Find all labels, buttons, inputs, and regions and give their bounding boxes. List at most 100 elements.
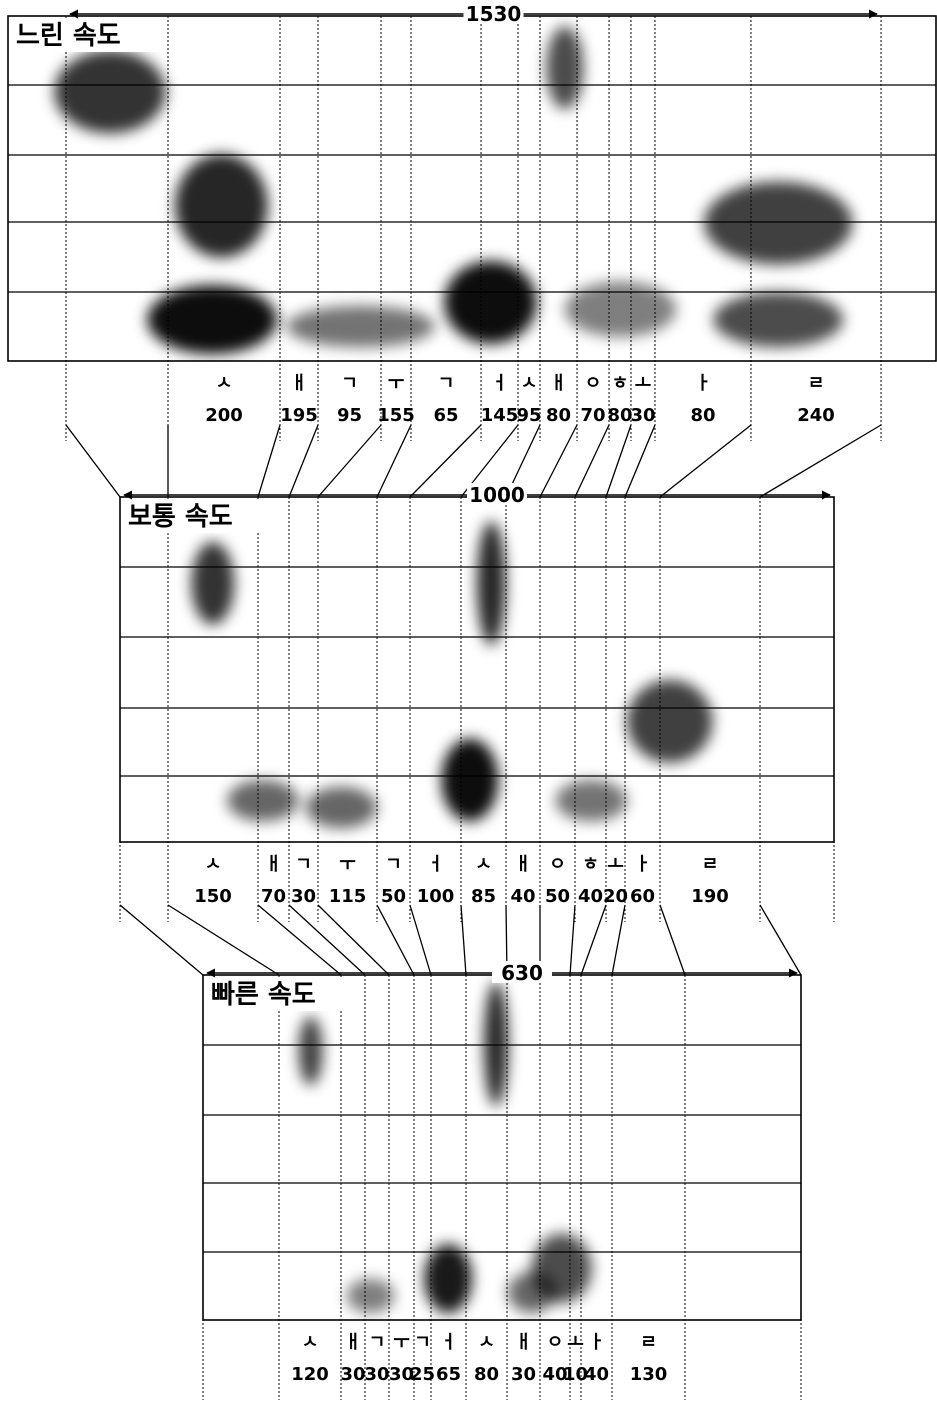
segment-phoneme-label: ㅎ <box>582 854 599 875</box>
total-duration-label: 1530 <box>466 2 522 26</box>
segment-duration-label: 30 <box>291 886 316 907</box>
segment-duration-label: 80 <box>690 405 715 426</box>
segment-phoneme-label: ㅏ <box>695 373 712 394</box>
boundary-connector-line <box>119 904 204 976</box>
segment-phoneme-label: ㅏ <box>634 854 651 875</box>
spectral-energy-blob <box>444 260 537 344</box>
segment-duration-label: 150 <box>194 886 232 907</box>
total-label-bg <box>463 2 524 24</box>
segment-phoneme-label: ㅇ <box>585 373 602 394</box>
segment-duration-label: 30 <box>364 1364 389 1385</box>
segment-phoneme-label: ㅜ <box>388 373 405 394</box>
segment-phoneme-label: ㅅ <box>521 373 538 394</box>
boundary-connector-line <box>167 904 280 976</box>
segment-duration-label: 50 <box>545 886 570 907</box>
segment-duration-label: 145 <box>481 405 519 426</box>
segment-phoneme-label: ㅗ <box>635 373 652 394</box>
segment-duration-label: 10 <box>563 1364 588 1385</box>
segment-duration-label: 130 <box>630 1364 668 1385</box>
segment-phoneme-label: ㅜ <box>393 1332 410 1353</box>
segment-phoneme-label: ㅗ <box>607 854 624 875</box>
spectral-energy-blob <box>175 154 268 258</box>
segment-phoneme-label: ㄹ <box>808 373 825 394</box>
segment-phoneme-label: ㅅ <box>302 1332 319 1353</box>
segment-phoneme-label: ㅅ <box>478 1332 495 1353</box>
segment-phoneme-label: ㅜ <box>339 854 356 875</box>
segment-duration-label: 25 <box>410 1364 435 1385</box>
segment-phoneme-label: ㅐ <box>345 1332 362 1353</box>
spectral-energy-blob <box>227 779 299 822</box>
segment-phoneme-label: ㅅ <box>216 373 233 394</box>
boundary-connector-line <box>611 904 626 976</box>
boundary-connector-line <box>539 424 578 498</box>
segment-phoneme-label: ㄱ <box>385 854 402 875</box>
segment-duration-label: 100 <box>417 886 455 907</box>
segment-phoneme-label: ㅓ <box>491 373 508 394</box>
segment-phoneme-label: ㅅ <box>475 854 492 875</box>
boundary-connector-line <box>409 904 432 976</box>
segment-duration-label: 80 <box>607 405 632 426</box>
boundary-connector-line <box>580 904 607 976</box>
boundary-connector-line <box>257 424 281 498</box>
segment-duration-label: 195 <box>280 405 318 426</box>
segment-duration-label: 60 <box>630 886 655 907</box>
segment-phoneme-label: ㄱ <box>341 373 358 394</box>
segment-phoneme-label: ㅓ <box>427 854 444 875</box>
segment-phoneme-label: ㅎ <box>612 373 629 394</box>
title-box <box>205 977 353 1011</box>
segment-phoneme-label: ㅓ <box>440 1332 457 1353</box>
segment-phoneme-label: ㅐ <box>515 1332 532 1353</box>
spectral-energy-blob <box>704 181 853 265</box>
segment-phoneme-label: ㄱ <box>295 854 312 875</box>
spectral-energy-blob <box>191 541 235 625</box>
spectral-energy-blob <box>546 26 584 110</box>
segment-duration-label: 30 <box>389 1364 414 1385</box>
boundary-connector-line <box>759 904 802 976</box>
segment-duration-label: 20 <box>603 886 628 907</box>
spectrogram-panel-normal: 보통 속도 1000 ㅅ 150 ㅐ 70 ㄱ 30 ㅜ 115 ㄱ 50 ㅓ 100 ㅅ 85 ㅐ 40 ㅇ 50 ㅎ… <box>119 483 835 922</box>
segment-duration-label: 40 <box>584 1364 609 1385</box>
segment-phoneme-label: ㅏ <box>588 1332 605 1353</box>
boundary-connector-line <box>659 904 686 976</box>
segment-phoneme-label: ㄹ <box>640 1332 657 1353</box>
boundary-connector-line <box>288 904 366 976</box>
title-box <box>10 18 158 52</box>
spectral-energy-blob <box>424 1244 473 1314</box>
segment-duration-label: 80 <box>546 405 571 426</box>
segment-phoneme-label: ㅐ <box>291 373 308 394</box>
spectral-energy-blob <box>298 1016 323 1086</box>
segment-phoneme-label: ㄱ <box>438 373 455 394</box>
segment-duration-label: 40 <box>542 1364 567 1385</box>
segment-phoneme-label: ㅐ <box>515 854 532 875</box>
segment-duration-label: 115 <box>329 886 367 907</box>
segment-phoneme-label: ㄹ <box>702 854 719 875</box>
spectral-energy-blob <box>713 292 844 348</box>
segment-duration-label: 120 <box>291 1364 329 1385</box>
segment-duration-label: 70 <box>580 405 605 426</box>
segment-duration-label: 85 <box>471 886 496 907</box>
segment-phoneme-label: ㅇ <box>547 1332 564 1353</box>
segment-phoneme-label: ㄱ <box>414 1332 431 1353</box>
boundary-connector-line <box>624 424 656 498</box>
boundary-connector-line <box>376 424 412 498</box>
segment-duration-label: 30 <box>630 405 655 426</box>
boundary-connector-line <box>569 904 576 976</box>
boundary-connector-line <box>460 904 467 976</box>
spectral-energy-blob <box>484 981 508 1107</box>
title-box <box>122 499 270 533</box>
segment-duration-label: 155 <box>377 405 415 426</box>
spectral-energy-blob <box>441 738 499 822</box>
spectral-energy-blob <box>626 679 713 763</box>
boundary-connector-line <box>317 904 390 976</box>
segment-duration-label: 95 <box>337 405 362 426</box>
segment-duration-label: 30 <box>511 1364 536 1385</box>
spectral-energy-blob <box>555 779 627 822</box>
speed-title: 보통 속도 <box>128 502 233 532</box>
segment-phoneme-label: ㅗ <box>567 1332 584 1353</box>
speed-title: 빠른 속도 <box>211 980 316 1010</box>
segment-duration-label: 65 <box>433 405 458 426</box>
boundary-connector-line <box>317 424 382 498</box>
spectrogram-panel-fast: 빠른 속도630ㅅ120ㅐ30ㄱ30ㅜ30ㄱ25ㅓ65ㅅ80ㅐ30ㅇ40ㅗ10ㅏ… <box>202 961 802 1400</box>
boundary-connector-line <box>605 424 632 498</box>
